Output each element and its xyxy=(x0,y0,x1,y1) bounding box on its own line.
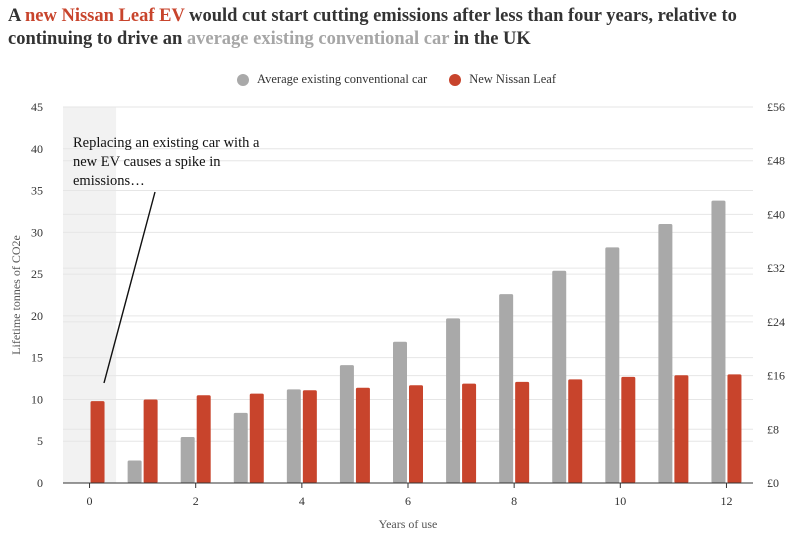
legend-label-ev: New Nissan Leaf xyxy=(469,72,556,86)
y2-tick-label: £8 xyxy=(767,422,779,436)
x-tick-label: 6 xyxy=(405,494,411,508)
y-tick-label: 20 xyxy=(31,309,43,323)
x-tick-label: 4 xyxy=(299,494,305,508)
y-tick-label: 0 xyxy=(37,476,43,490)
bar-conventional xyxy=(286,389,301,483)
y-tick-label: 5 xyxy=(37,434,43,448)
bar-conventional xyxy=(233,412,248,483)
y2-tick-label: £48 xyxy=(767,154,785,168)
title-part-2: would cut start cutting emissions after … xyxy=(8,6,737,49)
y2-tick-label: £24 xyxy=(767,315,785,329)
bar-ev xyxy=(515,381,530,483)
x-axis-label: Years of use xyxy=(379,517,438,531)
legend-item-ev[interactable]: New Nissan Leaf xyxy=(449,72,556,87)
y-tick-label: 40 xyxy=(31,142,43,156)
title-part-1: A xyxy=(8,6,25,26)
x-tick-label: 0 xyxy=(87,494,93,508)
y2-tick-label: £32 xyxy=(767,261,785,275)
bar-ev xyxy=(196,395,211,483)
bar-ev xyxy=(249,393,264,483)
x-tick-label: 2 xyxy=(193,494,199,508)
x-tick-label: 10 xyxy=(614,494,626,508)
bar-ev xyxy=(462,383,477,483)
bar-conventional xyxy=(552,270,567,483)
y-tick-label: 15 xyxy=(31,351,43,365)
legend-label-conventional: Average existing conventional car xyxy=(257,72,428,86)
bar-ev xyxy=(143,399,158,483)
bar-ev xyxy=(355,387,370,483)
y2-tick-label: £56 xyxy=(767,100,785,114)
legend-swatch-conventional xyxy=(237,73,250,86)
bar-ev xyxy=(727,374,742,483)
y-tick-label: 10 xyxy=(31,392,43,406)
legend-item-conventional[interactable]: Average existing conventional car xyxy=(237,72,427,87)
legend-swatch-ev xyxy=(449,73,462,86)
bar-ev xyxy=(568,379,583,483)
bar-conventional xyxy=(658,223,673,483)
annotation-text: Replacing an existing car with a new EV … xyxy=(73,135,260,189)
y2-tick-label: £16 xyxy=(767,369,785,383)
bar-ev xyxy=(302,390,317,483)
y-tick-label: 45 xyxy=(31,100,43,114)
bar-conventional xyxy=(393,341,407,483)
x-tick-label: 12 xyxy=(720,494,732,508)
title-part-3: in the UK xyxy=(449,29,531,49)
bar-conventional xyxy=(446,318,461,483)
bar-conventional xyxy=(499,294,514,483)
y-tick-label: 35 xyxy=(31,184,43,198)
bar-conventional xyxy=(711,200,726,484)
shaded-region xyxy=(63,107,117,483)
title-highlight-ev: new Nissan Leaf EV xyxy=(24,6,185,26)
bar-ev xyxy=(621,376,636,483)
x-tick-label: 8 xyxy=(511,494,517,508)
bar-ev xyxy=(674,375,689,483)
bar-conventional xyxy=(605,247,620,483)
annotation-pointer xyxy=(103,191,156,384)
title-highlight-conventional: average existing conventional car xyxy=(186,29,450,49)
chart-title: A new Nissan Leaf EV would cut start cut… xyxy=(8,5,778,51)
y-tick-label: 30 xyxy=(31,225,43,239)
bar-conventional xyxy=(339,365,354,483)
bar-ev xyxy=(409,385,423,483)
bar-conventional xyxy=(127,460,142,483)
y-axis-label: Lifetime tonnes of CO2e xyxy=(9,235,23,355)
y-tick-label: 25 xyxy=(31,267,43,281)
y2-tick-label: £0 xyxy=(767,476,779,490)
chart-legend: Average existing conventional car New Ni… xyxy=(0,72,793,87)
y2-tick-label: £40 xyxy=(767,207,785,221)
bar-ev xyxy=(90,401,105,483)
bar-conventional xyxy=(180,437,195,483)
